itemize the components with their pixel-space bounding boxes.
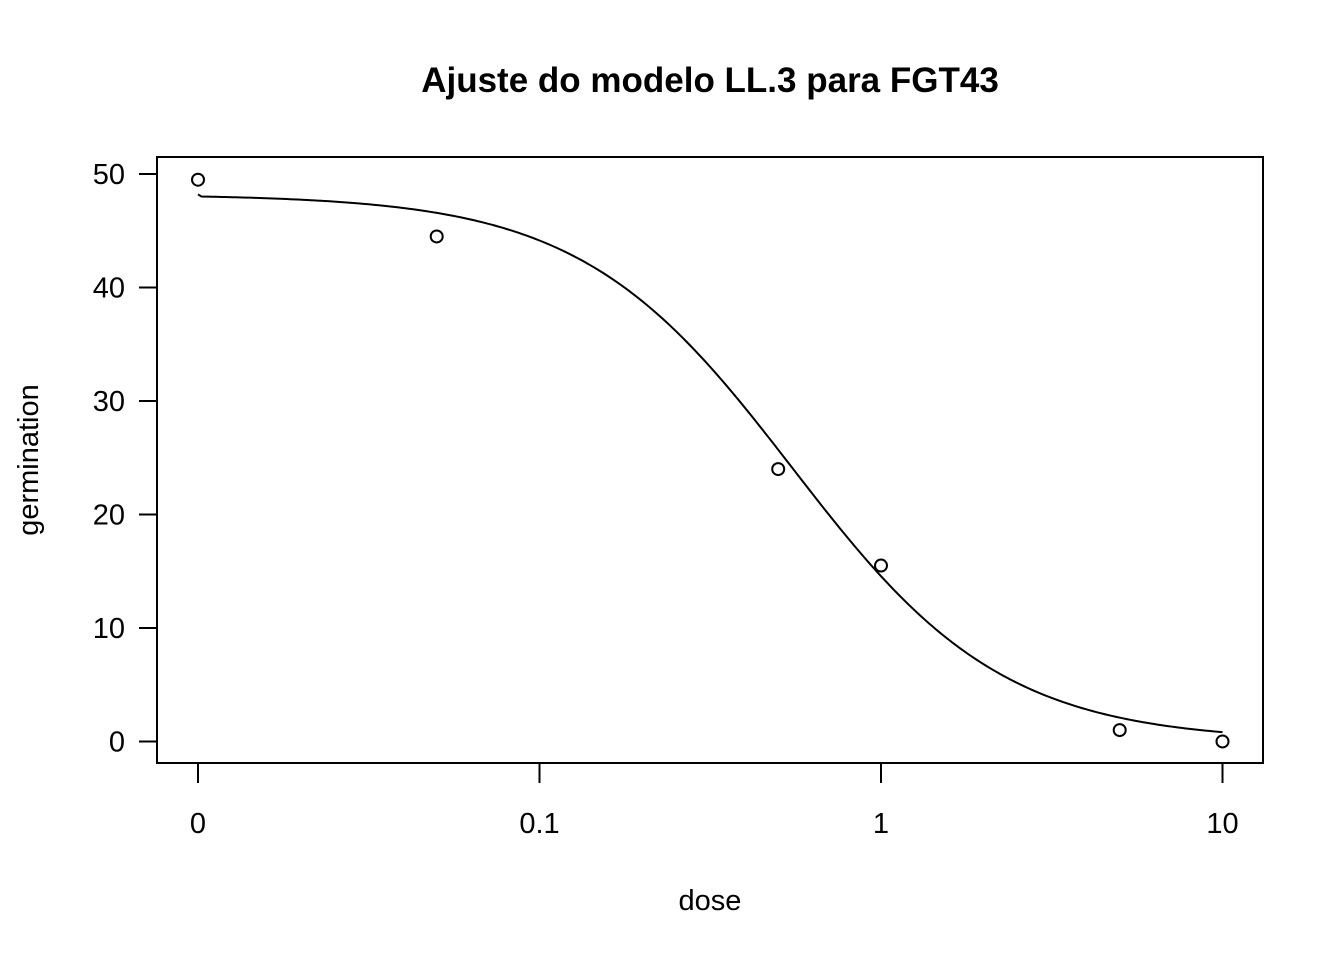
y-axis-label: germination xyxy=(13,384,45,536)
data-points xyxy=(191,172,1230,749)
y-tick-label: 10 xyxy=(93,613,125,645)
chart-title: Ajuste do modelo LL.3 para FGT43 xyxy=(421,61,999,100)
x-tick-label: 0.1 xyxy=(519,808,559,840)
data-point xyxy=(191,172,205,187)
data-point xyxy=(771,462,786,477)
x-tick-label: 1 xyxy=(873,808,889,840)
data-point xyxy=(1215,734,1230,749)
y-tick-label: 50 xyxy=(93,159,125,191)
plot-box xyxy=(156,156,1264,764)
x-axis: 0 0.1 1 10 xyxy=(190,762,1239,840)
data-point xyxy=(1112,723,1127,738)
x-axis-label: dose xyxy=(679,885,742,917)
x-tick-label: 0 xyxy=(190,808,206,840)
x-tick-label: 10 xyxy=(1206,808,1238,840)
fitted-curve xyxy=(197,193,1223,734)
y-axis: 0 10 20 30 40 50 xyxy=(93,159,158,758)
y-tick-label: 20 xyxy=(93,499,125,531)
y-tick-label: 30 xyxy=(93,386,125,418)
data-point xyxy=(874,558,888,573)
y-tick-label: 0 xyxy=(109,726,125,758)
data-point xyxy=(429,229,444,244)
y-tick-label: 40 xyxy=(93,273,125,305)
